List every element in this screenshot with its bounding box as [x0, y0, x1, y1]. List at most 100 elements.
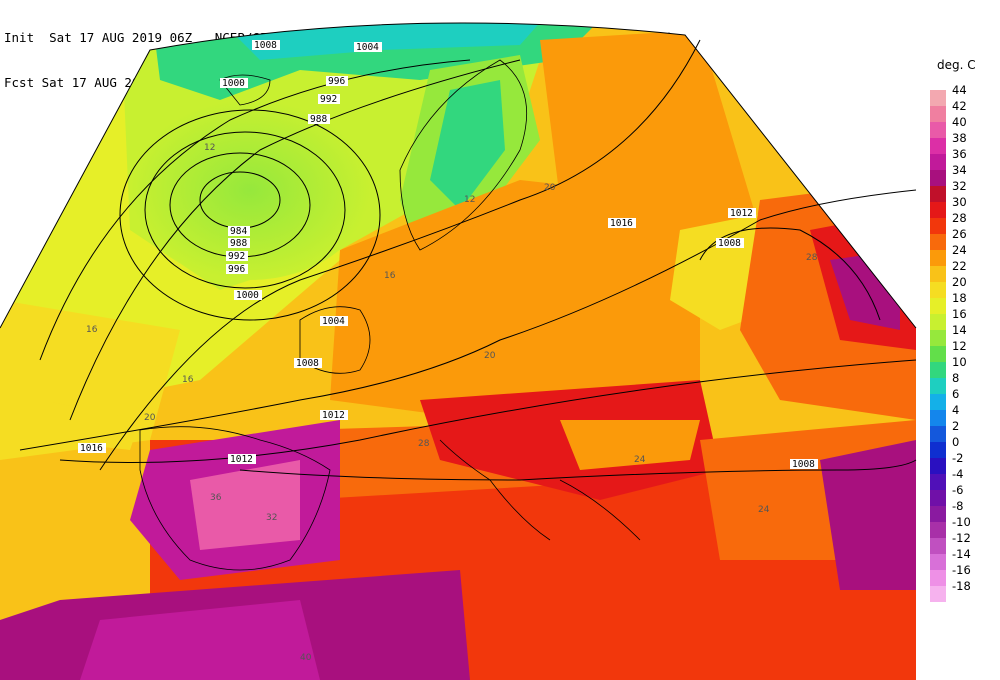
- isobar-label: 1012: [322, 410, 345, 421]
- legend-label: 8: [952, 371, 960, 385]
- legend-row: -12: [930, 531, 1000, 554]
- legend-swatch: [930, 330, 946, 346]
- legend-swatch: [930, 442, 946, 458]
- legend-swatch: [930, 426, 946, 442]
- legend-label: 0: [952, 435, 960, 449]
- legend-row: 18: [930, 291, 1000, 314]
- legend-label: 26: [952, 227, 967, 241]
- legend-row: -4: [930, 467, 1000, 490]
- legend-row: 30: [930, 195, 1000, 218]
- temp-label: 12: [204, 143, 215, 153]
- isobar-label: 1012: [730, 208, 753, 219]
- legend-label: -14: [952, 547, 971, 561]
- legend-label: 28: [952, 211, 967, 225]
- isobar-label: 1012: [230, 454, 253, 465]
- isobar-label: 1016: [80, 443, 103, 454]
- temp-label: 24: [758, 505, 770, 515]
- isobar-label: 1008: [792, 459, 815, 470]
- legend-row: 36: [930, 147, 1000, 170]
- legend-swatch: [930, 410, 946, 426]
- legend-swatch: [930, 538, 946, 554]
- legend-swatch: [930, 490, 946, 506]
- legend-label: 2: [952, 419, 960, 433]
- legend-label: 30: [952, 195, 967, 209]
- legend-label: 10: [952, 355, 967, 369]
- isobar-label: 1000: [236, 290, 259, 301]
- isobar-label: 984: [230, 226, 247, 237]
- temperature-labels: 16 12 16 20 20 24 28 32 36 40 28 24 20 1…: [86, 143, 818, 663]
- legend-row: 12: [930, 339, 1000, 362]
- isobar-label: 1004: [356, 42, 379, 53]
- isobar-label: 988: [310, 114, 327, 125]
- legend-row: 32: [930, 179, 1000, 202]
- legend-label: -18: [952, 579, 971, 593]
- isobar-label: 992: [320, 94, 337, 105]
- isobar-label: 1008: [718, 238, 741, 249]
- coastlines: [139, 59, 641, 571]
- legend-label: -4: [952, 467, 964, 481]
- legend-row: 10: [930, 355, 1000, 378]
- legend-row: 20: [930, 275, 1000, 298]
- legend-row: 4: [930, 403, 1000, 426]
- legend-row: -14: [930, 547, 1000, 570]
- legend-row: 38: [930, 131, 1000, 154]
- legend-label: 14: [952, 323, 967, 337]
- legend-title: deg. C: [937, 58, 976, 72]
- legend-row: -10: [930, 515, 1000, 538]
- temp-label: 20: [544, 183, 556, 193]
- legend-swatch: [930, 138, 946, 154]
- legend-swatch: [930, 474, 946, 490]
- legend-label: 18: [952, 291, 967, 305]
- isobar-label: 1008: [254, 40, 277, 51]
- isobar-label: 992: [228, 251, 245, 262]
- legend-row: -2: [930, 451, 1000, 474]
- legend-label: 42: [952, 99, 967, 113]
- isobar-label: 988: [230, 238, 247, 249]
- legend-swatch: [930, 378, 946, 394]
- legend-row: 8: [930, 371, 1000, 394]
- legend-label: 38: [952, 131, 967, 145]
- legend-swatch: [930, 186, 946, 202]
- legend-label: 12: [952, 339, 967, 353]
- legend-swatch: [930, 170, 946, 186]
- temp-label: 32: [266, 513, 277, 523]
- isobar-label: 1008: [296, 358, 319, 369]
- legend-row: 24: [930, 243, 1000, 266]
- legend-swatch: [930, 90, 946, 106]
- legend-swatch: [930, 154, 946, 170]
- legend-label: 36: [952, 147, 967, 161]
- legend-label: -8: [952, 499, 964, 513]
- legend-swatch: [930, 362, 946, 378]
- legend-swatch: [930, 458, 946, 474]
- isobar-labels: 1004 1008 1000 996 992 988 984 988 992 9…: [78, 40, 818, 470]
- legend-swatch: [930, 314, 946, 330]
- legend-swatch: [930, 106, 946, 122]
- color-legend: 44 42 40 38 36 34 32 30 28 26 24 22 20 18 16 14 12 10 8 6 4 2…: [930, 83, 1000, 602]
- legend-row: 34: [930, 163, 1000, 186]
- isobar-label: 1000: [222, 78, 245, 89]
- legend-row: 14: [930, 323, 1000, 346]
- legend-swatch: [930, 506, 946, 522]
- legend-row: 42: [930, 99, 1000, 122]
- legend-swatch: [930, 202, 946, 218]
- legend-row: 2: [930, 419, 1000, 442]
- legend-label: 4: [952, 403, 960, 417]
- legend-row: 28: [930, 211, 1000, 234]
- legend-label: -2: [952, 451, 964, 465]
- legend-row: 26: [930, 227, 1000, 250]
- legend-label: 44: [952, 83, 967, 97]
- isobar-label: 996: [328, 76, 345, 87]
- legend-swatch: [930, 346, 946, 362]
- legend-row: 44: [930, 83, 1000, 106]
- legend-swatch: [930, 554, 946, 570]
- legend-swatch: [930, 298, 946, 314]
- legend-row: 40: [930, 115, 1000, 138]
- temp-label: 20: [144, 413, 156, 423]
- legend-row: -6: [930, 483, 1000, 506]
- legend-row: -18: [930, 579, 1000, 602]
- legend-row: 6: [930, 387, 1000, 410]
- legend-label: 16: [952, 307, 967, 321]
- temp-label: 24: [634, 455, 646, 465]
- legend-swatch: [930, 282, 946, 298]
